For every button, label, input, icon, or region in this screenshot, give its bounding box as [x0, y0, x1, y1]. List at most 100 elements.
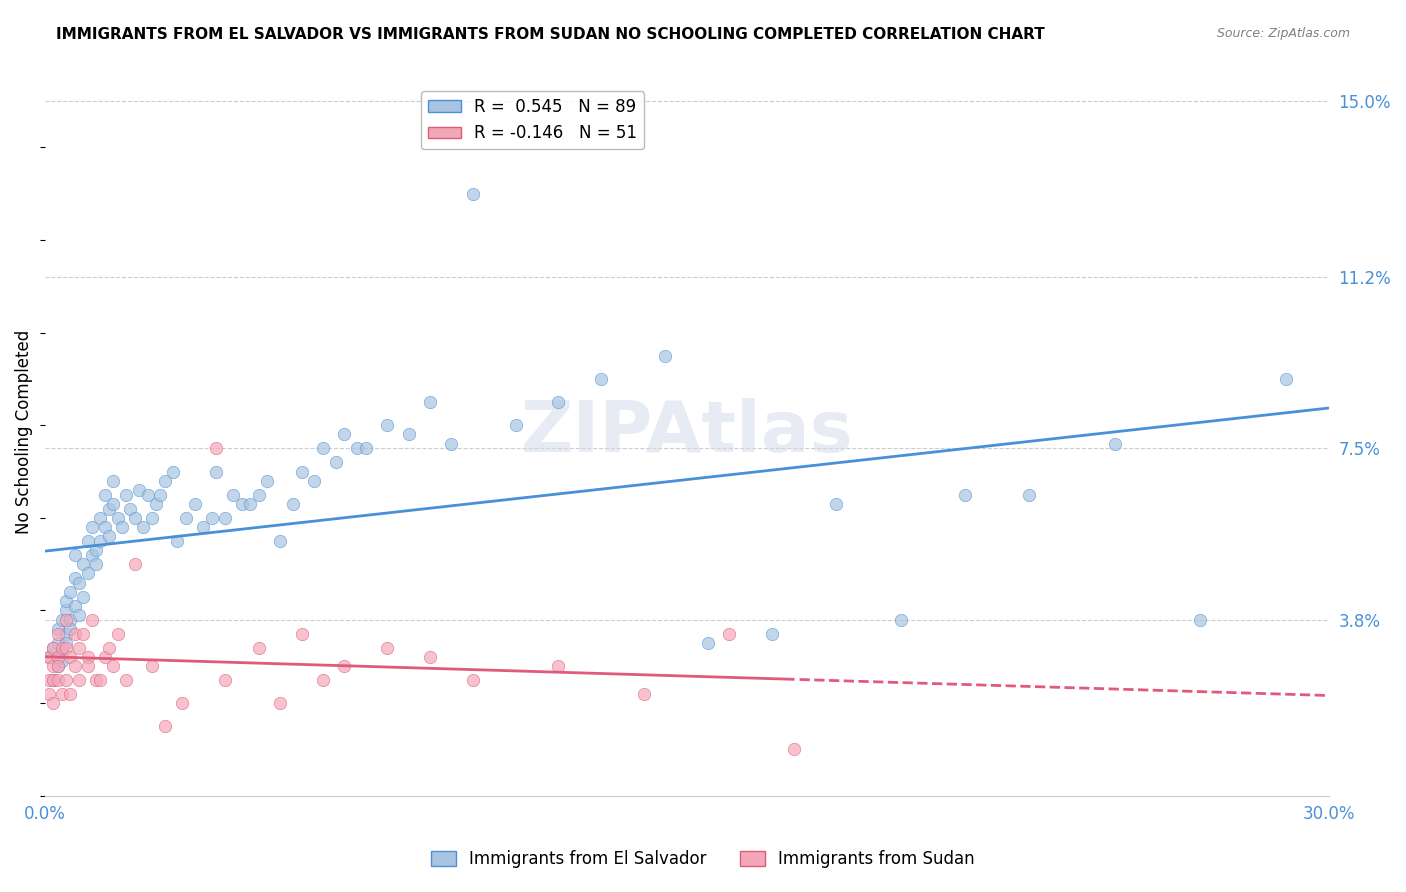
Legend: Immigrants from El Salvador, Immigrants from Sudan: Immigrants from El Salvador, Immigrants … — [425, 844, 981, 875]
Point — [72, 557, 94, 571]
Point — [98, 529, 121, 543]
Point — [63, 548, 86, 562]
Point — [214, 511, 236, 525]
Point — [346, 442, 368, 456]
Point — [89, 673, 111, 687]
Point — [42, 673, 65, 687]
Point — [145, 497, 167, 511]
Point — [107, 626, 129, 640]
Point — [67, 673, 90, 687]
Point — [42, 673, 65, 687]
Point — [76, 659, 98, 673]
Point — [191, 520, 214, 534]
Point — [107, 511, 129, 525]
Point — [51, 687, 73, 701]
Point — [256, 474, 278, 488]
Point — [231, 497, 253, 511]
Point — [46, 649, 69, 664]
Point — [312, 673, 335, 687]
Point — [98, 640, 121, 655]
Point — [166, 533, 188, 548]
Point — [80, 613, 103, 627]
Point — [38, 673, 60, 687]
Point — [38, 687, 60, 701]
Point — [93, 649, 115, 664]
Point — [80, 548, 103, 562]
Point — [547, 659, 569, 673]
Point — [547, 395, 569, 409]
Point — [59, 649, 82, 664]
Point — [333, 659, 356, 673]
Point — [333, 427, 356, 442]
Point — [63, 599, 86, 613]
Point — [419, 395, 441, 409]
Point — [124, 511, 146, 525]
Point — [38, 649, 60, 664]
Point — [63, 659, 86, 673]
Point — [1104, 436, 1126, 450]
Point — [55, 640, 77, 655]
Y-axis label: No Schooling Completed: No Schooling Completed — [15, 330, 32, 534]
Point — [1274, 372, 1296, 386]
Point — [76, 533, 98, 548]
Point — [825, 497, 848, 511]
Point — [782, 742, 804, 756]
Point — [461, 673, 484, 687]
Point — [115, 488, 138, 502]
Point — [419, 649, 441, 664]
Point — [174, 511, 197, 525]
Point — [51, 613, 73, 627]
Point — [93, 520, 115, 534]
Point — [55, 594, 77, 608]
Point — [55, 636, 77, 650]
Point — [170, 696, 193, 710]
Point — [72, 590, 94, 604]
Point — [89, 533, 111, 548]
Point — [84, 673, 107, 687]
Point — [718, 626, 741, 640]
Point — [205, 442, 228, 456]
Point — [269, 533, 291, 548]
Point — [312, 442, 335, 456]
Point — [67, 608, 90, 623]
Point — [183, 497, 205, 511]
Point — [76, 649, 98, 664]
Point — [103, 497, 125, 511]
Point — [375, 418, 398, 433]
Point — [46, 636, 69, 650]
Point — [80, 520, 103, 534]
Point — [46, 626, 69, 640]
Point — [128, 483, 150, 497]
Point — [51, 645, 73, 659]
Point — [1189, 613, 1212, 627]
Point — [38, 649, 60, 664]
Point — [281, 497, 304, 511]
Point — [59, 585, 82, 599]
Point — [98, 501, 121, 516]
Point — [42, 659, 65, 673]
Point — [46, 659, 69, 673]
Text: Source: ZipAtlas.com: Source: ZipAtlas.com — [1216, 27, 1350, 40]
Point — [153, 474, 176, 488]
Point — [1018, 488, 1040, 502]
Point — [111, 520, 134, 534]
Point — [354, 442, 377, 456]
Point — [46, 622, 69, 636]
Legend: R =  0.545   N = 89, R = -0.146   N = 51: R = 0.545 N = 89, R = -0.146 N = 51 — [422, 91, 644, 149]
Text: ZIPAtlas: ZIPAtlas — [520, 398, 853, 467]
Point — [55, 603, 77, 617]
Point — [72, 626, 94, 640]
Point — [247, 640, 270, 655]
Point — [654, 349, 676, 363]
Point — [42, 640, 65, 655]
Point — [269, 696, 291, 710]
Point — [89, 511, 111, 525]
Point — [761, 626, 783, 640]
Point — [205, 465, 228, 479]
Point — [84, 557, 107, 571]
Point — [141, 659, 163, 673]
Point — [67, 575, 90, 590]
Point — [120, 501, 142, 516]
Point — [290, 626, 312, 640]
Point — [153, 719, 176, 733]
